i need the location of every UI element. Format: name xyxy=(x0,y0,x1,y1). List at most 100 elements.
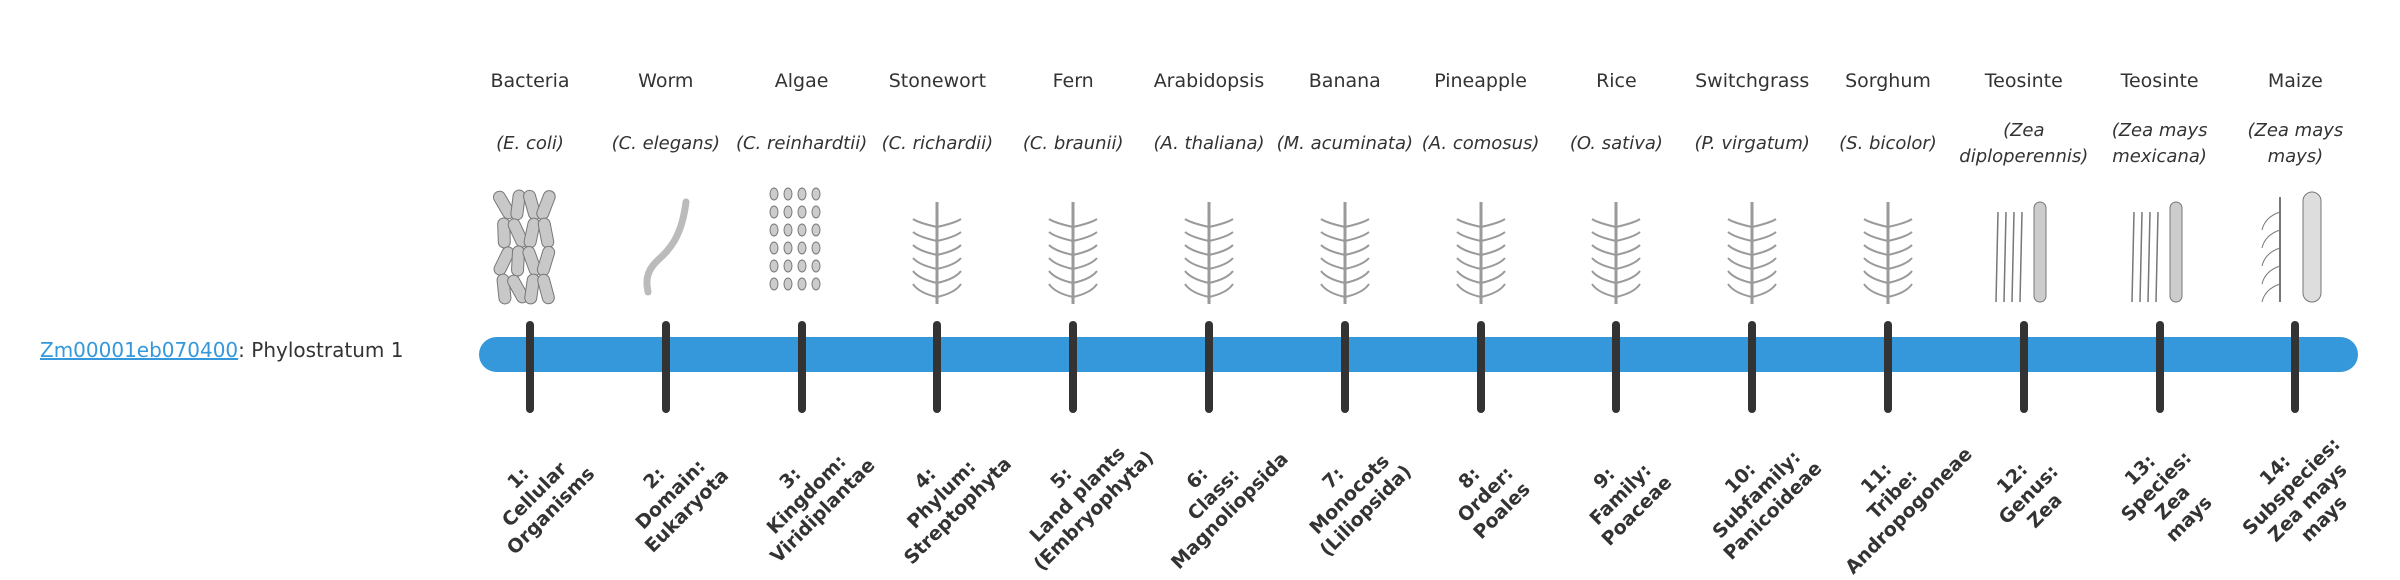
organism-column: Rice (O. sativa) xyxy=(1546,66,1686,307)
scientific-name-text: (M. acuminata) xyxy=(1276,133,1413,154)
organism-column: Algae (C. reinhardtii) xyxy=(732,66,872,307)
arabidopsis-icon xyxy=(1139,182,1279,307)
organism-column: Teosinte (Zea mays mexicana) xyxy=(2090,66,2230,307)
scientific-name-text: (S. bicolor) xyxy=(1839,133,1937,154)
organism-scientific-name: (P. virgatum) xyxy=(1682,106,1822,182)
organism-scientific-name: (C. reinhardtii) xyxy=(732,106,872,182)
organism-common-name: Teosinte xyxy=(1984,70,2063,92)
scientific-name-text: (C. elegans) xyxy=(611,133,721,154)
sorghum-icon xyxy=(1818,182,1958,307)
organism-scientific-name: (M. acuminata) xyxy=(1275,106,1415,182)
bacteria-icon xyxy=(460,182,600,307)
stratum-tick xyxy=(1205,321,1213,413)
organism-scientific-name: (E. coli) xyxy=(460,106,600,182)
stratum-tick xyxy=(1748,321,1757,413)
stratum-tick xyxy=(933,321,942,413)
maize-icon xyxy=(2225,182,2365,307)
organism-scientific-name: (C. elegans) xyxy=(596,106,736,182)
teosinte-icon xyxy=(1954,182,2094,307)
organism-common-name: Arabidopsis xyxy=(1153,70,1265,92)
organism-common-name: Algae xyxy=(774,70,829,92)
gene-id-link[interactable]: Zm00001eb070400 xyxy=(40,338,239,362)
organism-column: Sorghum (S. bicolor) xyxy=(1818,66,1958,307)
phylostratum-text: : Phylostratum 1 xyxy=(238,338,404,362)
organism-common-name: Sorghum xyxy=(1845,70,1931,92)
stratum-label: 13: Species: Zea mays xyxy=(2100,431,2229,560)
scientific-name-text: (C. braunii) xyxy=(1022,133,1124,154)
scientific-name-text: (A. comosus) xyxy=(1421,133,1540,154)
organism-column: Stonewort (C. richardii) xyxy=(867,66,1007,307)
stratum-label: 14: Subspecies: Zea mays mays xyxy=(2223,417,2379,573)
stratum-label: 7: Monocots (Liliopsida) xyxy=(1283,428,1417,562)
stonewort-icon xyxy=(867,182,1007,307)
stratum-tick xyxy=(797,321,806,413)
stratum-label: 12: Genus: Zea xyxy=(1978,444,2079,545)
stratum-label: 9: Family: Poaceae xyxy=(1565,439,1677,551)
stratum-tick xyxy=(1612,321,1621,413)
scientific-name-text: (Zea diploperennis) xyxy=(1959,120,2089,167)
stratum-label: 8: Order: Poales xyxy=(1436,446,1535,545)
stratum-label: 6: Class: Magnoliopsida xyxy=(1135,416,1294,575)
stratum-tick xyxy=(2155,321,2164,413)
organism-column: Bacteria (E. coli) xyxy=(460,66,600,307)
algae-icon xyxy=(732,182,872,307)
organism-column: Worm (C. elegans) xyxy=(596,66,736,307)
scientific-name-text: (P. virgatum) xyxy=(1694,133,1810,154)
stratum-label: 5: Land plants (Embryophyta) xyxy=(997,414,1159,576)
organism-scientific-name: (O. sativa) xyxy=(1546,106,1686,182)
organism-scientific-name: (S. bicolor) xyxy=(1818,106,1958,182)
organism-scientific-name: (A. comosus) xyxy=(1411,106,1551,182)
switchgrass-icon xyxy=(1682,182,1822,307)
gene-label: Zm00001eb070400: Phylostratum 1 xyxy=(40,338,403,362)
phylostrata-bar xyxy=(479,337,2358,372)
stratum-label: 2: Domain: Eukaryota xyxy=(608,432,734,558)
scientific-name-text: (A. thaliana) xyxy=(1153,133,1265,154)
organism-scientific-name: (Zea mays mays) xyxy=(2225,106,2365,182)
pineapple-icon xyxy=(1411,182,1551,307)
organism-common-name: Pineapple xyxy=(1434,70,1527,92)
organism-column: Banana (M. acuminata) xyxy=(1275,66,1415,307)
organism-common-name: Teosinte xyxy=(2120,70,2199,92)
organism-scientific-name: (A. thaliana) xyxy=(1139,106,1279,182)
organism-column: Pineapple (A. comosus) xyxy=(1411,66,1551,307)
stratum-tick xyxy=(1476,321,1485,413)
organism-scientific-name: (C. richardii) xyxy=(867,106,1007,182)
fern-icon xyxy=(1003,182,1143,307)
organism-column: Maize (Zea mays mays) xyxy=(2225,66,2365,307)
organism-scientific-name: (C. braunii) xyxy=(1003,106,1143,182)
stratum-tick xyxy=(2291,321,2300,413)
organism-column: Teosinte (Zea diploperennis) xyxy=(1954,66,2094,307)
stratum-label: 3: Kingdom: Viridiplantae xyxy=(733,422,879,568)
worm-icon xyxy=(596,182,736,307)
scientific-name-text: (E. coli) xyxy=(496,133,564,154)
stratum-tick xyxy=(526,321,534,413)
organism-common-name: Switchgrass xyxy=(1695,70,1810,92)
organism-scientific-name: (Zea mays mexicana) xyxy=(2090,106,2230,182)
scientific-name-text: (Zea mays mays) xyxy=(2247,120,2344,167)
stratum-label: 1: Cellular Organisms xyxy=(470,430,600,560)
organism-column: Switchgrass (P. virgatum) xyxy=(1682,66,1822,307)
organism-column: Fern (C. braunii) xyxy=(1003,66,1143,307)
banana-icon xyxy=(1275,182,1415,307)
rice-icon xyxy=(1546,182,1686,307)
organism-common-name: Maize xyxy=(2267,70,2323,92)
stratum-tick xyxy=(2019,321,2028,413)
stratum-label: 11: Tribe: Andropogoneae xyxy=(1809,411,1978,580)
stratum-tick xyxy=(1884,321,1892,413)
stratum-label: 4: Phylum: Streptophyta xyxy=(868,420,1017,569)
organism-common-name: Bacteria xyxy=(490,70,570,92)
teosinte-icon xyxy=(2090,182,2230,307)
organism-common-name: Stonewort xyxy=(888,70,987,92)
stratum-tick xyxy=(1340,321,1349,413)
organism-scientific-name: (Zea diploperennis) xyxy=(1954,106,2094,182)
scientific-name-text: (Zea mays mexicana) xyxy=(2111,120,2208,167)
organism-common-name: Banana xyxy=(1308,70,1381,92)
organism-column: Arabidopsis (A. thaliana) xyxy=(1139,66,1279,307)
scientific-name-text: (C. reinhardtii) xyxy=(735,133,868,154)
scientific-name-text: (O. sativa) xyxy=(1569,133,1663,154)
scientific-name-text: (C. richardii) xyxy=(881,133,994,154)
organism-common-name: Rice xyxy=(1596,70,1637,92)
stratum-tick xyxy=(661,321,670,413)
organism-common-name: Fern xyxy=(1052,70,1094,92)
organism-common-name: Worm xyxy=(638,70,694,92)
